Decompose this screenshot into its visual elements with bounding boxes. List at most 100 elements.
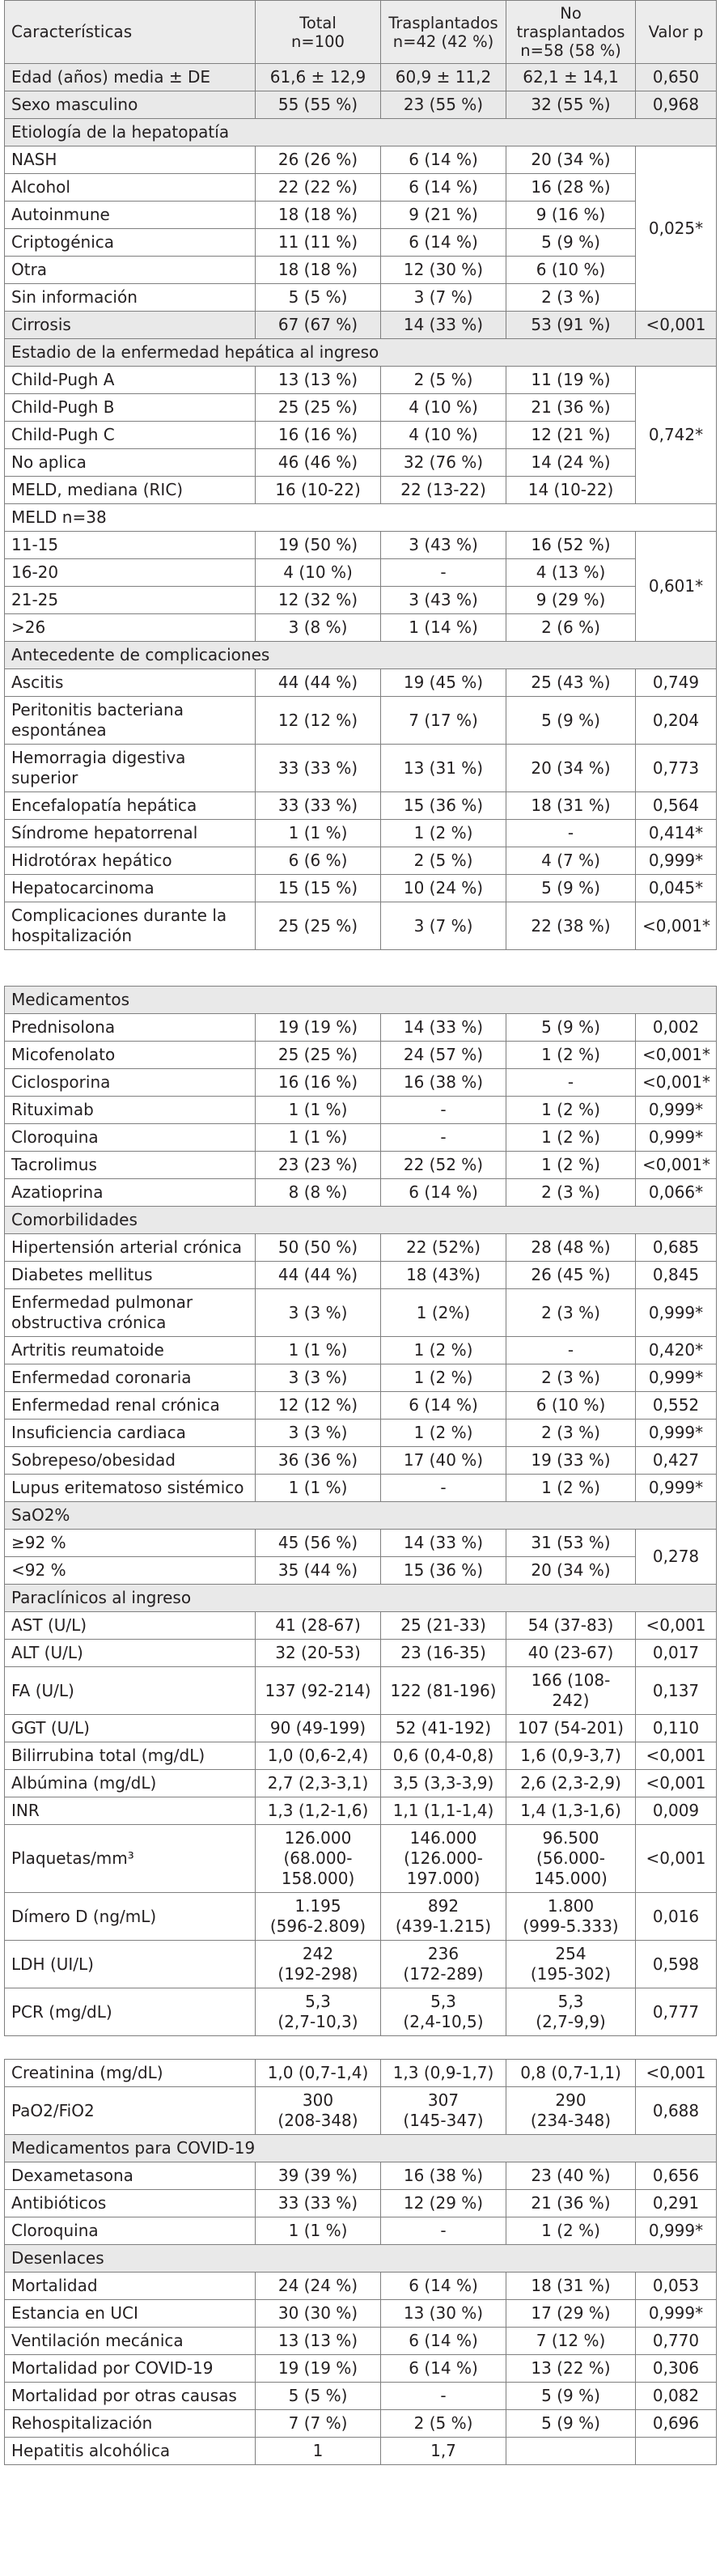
table-row: Mortalidad por COVID-19 19 (19 %) 6 (14 %)… (4, 2354, 717, 2383)
header-transplanted: Trasplantados n=42 (42 %) (380, 0, 506, 64)
table-row: Antibióticos 33 (33 %) 12 (29 %) 21 (36 %) 0… (4, 2189, 717, 2217)
not-transplanted-value: 5 (9 %) (506, 228, 636, 257)
transplanted-value: 10 (24 %) (380, 874, 506, 902)
table-row: ALT (U/L) 32 (20-53) 23 (16-35) 40 (23-67) 0… (4, 1639, 718, 1667)
not-transplanted-value: 7 (12 %) (506, 2327, 636, 2355)
p-value: 0,773 (635, 744, 717, 792)
row-label: AST (U/L) (4, 1611, 256, 1640)
section-header: Comorbilidades (3, 1206, 718, 1234)
total-value: 26 (26 %) (255, 146, 381, 174)
row-label: Dexametasona (4, 2162, 256, 2190)
not-transplanted-value: 5 (9 %) (506, 696, 636, 745)
table-row: Diabetes mellitus 44 (44 %) 18 (43%) 26 (45… (4, 1261, 718, 1289)
p-value: 0,420* (634, 1336, 718, 1364)
row-label: Cloroquina (4, 1123, 256, 1152)
total-value: 1 (1 %) (255, 1123, 381, 1152)
total-value: 1 (1 %) (255, 1336, 381, 1364)
row-label: 11-15 (4, 531, 256, 559)
not-transplanted-value (506, 2437, 636, 2465)
total-value: 7 (7 %) (255, 2409, 381, 2438)
p-value: 0,066* (634, 1178, 718, 1207)
row-label: Enfermedad coronaria (4, 1364, 256, 1392)
row-label: <92 % (4, 1556, 256, 1585)
transplanted-value: 60,9 ± 11,2 (380, 63, 506, 91)
table-row: NASH 26 (26 %) 6 (14 %) 20 (34 %) 0,025* (4, 146, 717, 312)
total-value: 1 (255, 2437, 381, 2465)
row-label: Micofenolato (4, 1041, 256, 1069)
not-transplanted-value: 96.500 (56.000- 145.000) (506, 1824, 636, 1893)
transplanted-value: 12 (29 %) (380, 2189, 506, 2217)
p-value: 0,656 (635, 2162, 717, 2190)
table-row: MELD, mediana (RIC) 16 (10-22) 22 (13-22) 1… (4, 476, 717, 504)
not-transplanted-value: 28 (48 %) (506, 1233, 636, 1262)
not-transplanted-value: 1 (2 %) (506, 1151, 636, 1179)
section-header: Medicamentos (3, 986, 718, 1014)
not-transplanted-value: 1 (2 %) (506, 1096, 636, 1124)
transplanted-value: 14 (33 %) (380, 1013, 506, 1042)
p-value: 0,999* (634, 1123, 718, 1152)
section-header: Estadio de la enfermedad hepática al ing… (4, 338, 717, 367)
not-transplanted-value: 23 (40 %) (506, 2162, 636, 2190)
transplanted-value: 3,5 (3,3-3,9) (380, 1769, 506, 1797)
transplanted-value: 22 (52%) (380, 1233, 506, 1262)
transplanted-value: 12 (30 %) (380, 256, 506, 284)
not-transplanted-value: 54 (37-83) (506, 1611, 636, 1640)
section-title-meld-n-38: MELD n=38 (4, 503, 717, 532)
transplanted-value: - (380, 2217, 506, 2245)
transplanted-value: 24 (57 %) (380, 1041, 506, 1069)
p-value: 0,845 (634, 1261, 718, 1289)
table-row: PCR (mg/dL) 5,3 (2,7-10,3) 5,3 (2,4-10,5) 5… (4, 1988, 718, 2036)
p-value: 0,601* (635, 531, 717, 642)
row-label: 21-25 (4, 586, 256, 614)
table-row: GGT (U/L) 90 (49-199) 52 (41-192) 107 (54-2… (4, 1714, 718, 1742)
section-header: MELD n=38 (4, 503, 717, 532)
row-label: MELD, mediana (RIC) (4, 476, 256, 504)
row-label: Prednisolona (4, 1013, 256, 1042)
table-row: Hepatocarcinoma 15 (15 %) 10 (24 %) 5 (9 %)… (4, 874, 717, 902)
p-value: 0,306 (635, 2354, 717, 2383)
transplanted-value: - (380, 2382, 506, 2410)
p-value: 0,414* (635, 819, 717, 847)
p-value: 0,696 (635, 2409, 717, 2438)
not-transplanted-value: 2 (3 %) (506, 283, 636, 312)
total-value: 12 (12 %) (255, 1391, 381, 1420)
total-value: 45 (56 %) (255, 1529, 381, 1557)
section-title-desenlaces: Desenlaces (4, 2244, 717, 2273)
not-transplanted-value: 1.800 (999-5.333) (506, 1892, 636, 1941)
p-value: 0,999* (634, 1288, 718, 1337)
not-transplanted-value: 14 (24 %) (506, 448, 636, 477)
row-label: Albúmina (mg/dL) (4, 1769, 256, 1797)
p-value: 0,016 (634, 1892, 718, 1941)
table-row: Cirrosis 67 (67 %) 14 (33 %) 53 (91 %) <0,00… (4, 311, 717, 339)
p-value: 0,770 (635, 2327, 717, 2355)
total-value: 3 (8 %) (255, 613, 381, 642)
table-row: No aplica 46 (46 %) 32 (76 %) 14 (24 %) (4, 448, 717, 477)
table-row: 21-25 12 (32 %) 3 (43 %) 9 (29 %) (4, 586, 717, 614)
table-row: Ciclosporina 16 (16 %) 16 (38 %) - <0,001* (4, 1068, 718, 1097)
total-value: 16 (16 %) (255, 421, 381, 449)
total-value: 41 (28-67) (255, 1611, 381, 1640)
table-row: Bilirrubina total (mg/dL) 1,0 (0,6-2,4) 0,… (4, 1742, 718, 1770)
total-value: 46 (46 %) (255, 448, 381, 477)
row-label: PCR (mg/dL) (4, 1988, 256, 2036)
total-value: 36 (36 %) (255, 1446, 381, 1475)
not-transplanted-value: 12 (21 %) (506, 421, 636, 449)
not-transplanted-value: 40 (23-67) (506, 1639, 636, 1667)
p-value: 0,999* (635, 847, 717, 875)
not-transplanted-value: 2 (3 %) (506, 1364, 636, 1392)
table-row: Otra 18 (18 %) 12 (30 %) 6 (10 %) (4, 256, 717, 284)
p-value: 0,749 (635, 668, 717, 697)
transplanted-value: 15 (36 %) (380, 1556, 506, 1585)
transplanted-value: 0,6 (0,4-0,8) (380, 1742, 506, 1770)
p-value: 0,688 (635, 2086, 717, 2135)
not-transplanted-value: - (506, 819, 636, 847)
p-value: 0,025* (635, 146, 717, 312)
transplanted-value: 6 (14 %) (380, 2327, 506, 2355)
transplanted-value: 1,7 (380, 2437, 506, 2465)
transplanted-value: 32 (76 %) (380, 448, 506, 477)
table-row: LDH (UI/L) 242 (192-298) 236 (172-289) 254 … (4, 1940, 718, 1988)
row-label: Cirrosis (4, 311, 256, 339)
row-label: Child-Pugh B (4, 393, 256, 422)
row-label: Sin información (4, 283, 256, 312)
transplanted-value: 6 (14 %) (380, 228, 506, 257)
